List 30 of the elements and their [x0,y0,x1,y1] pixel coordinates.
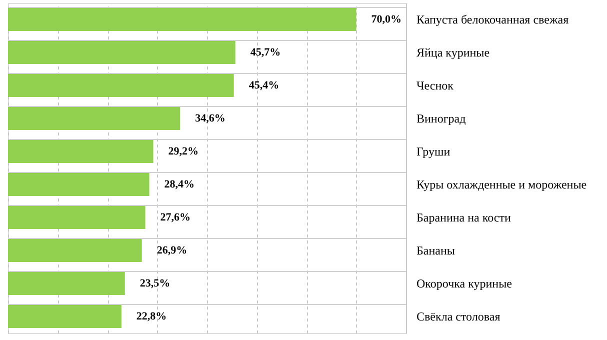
y-tick-label: Груши [416,144,451,158]
y-tick-label: Куры охлажденные и мороженые [416,178,587,192]
y-tick-label: Виноград [416,112,466,126]
data-label: 29,2% [168,146,199,158]
data-label: 45,4% [248,80,280,92]
y-tick-label: Яйца куриные [416,46,490,60]
data-label: 23,5% [140,278,170,290]
data-label: 28,4% [164,178,195,190]
y-tick-label: Чеснок [416,78,454,92]
bar [8,304,122,328]
bar [8,106,180,130]
bar [8,74,234,98]
bar [8,272,125,296]
data-label: 22,8% [136,310,167,322]
y-tick-label: Баранина на кости [416,210,512,224]
bar [8,40,236,64]
data-label: 34,6% [195,112,226,124]
bar [8,238,142,262]
y-tick-label: Капуста белокочанная свежая [416,12,570,26]
bar [8,8,356,32]
bar [8,206,146,230]
y-tick-label: Свёкла столовая [416,310,501,324]
data-label: 70,0% [371,14,402,26]
y-tick-label: Бананы [416,244,455,258]
data-label: 26,9% [156,244,188,256]
data-label: 45,7% [250,46,281,58]
bar [8,140,154,164]
data-label: 27,6% [160,212,191,224]
bar [8,172,150,196]
y-tick-label: Окорочка куриные [416,276,512,290]
